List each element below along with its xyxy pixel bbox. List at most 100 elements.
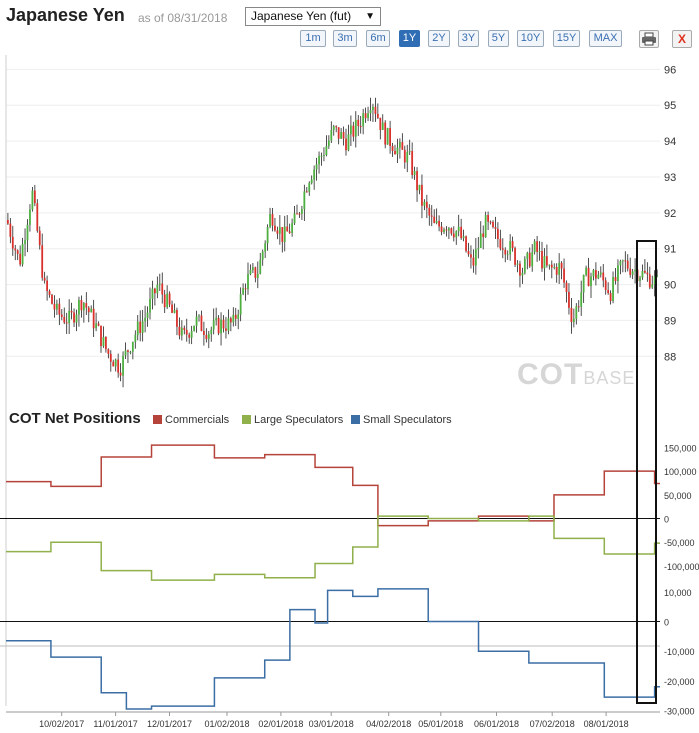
- candle-body: [237, 314, 240, 319]
- candle-body: [254, 267, 257, 278]
- candle-body: [653, 276, 656, 285]
- legend-item-small-speculators[interactable]: Small Speculators: [351, 414, 452, 426]
- candle-body: [301, 209, 303, 214]
- x-tick-label: 03/01/2018: [309, 719, 354, 729]
- candle-body: [90, 308, 93, 313]
- cot-tick-label: 0: [664, 515, 669, 525]
- candle-body: [538, 251, 541, 253]
- candle-body: [546, 256, 548, 266]
- candle-body: [435, 220, 438, 223]
- candle-body: [367, 113, 369, 119]
- candle-body: [7, 220, 9, 224]
- candle-body: [249, 269, 252, 275]
- cot-tick-label: 150,000: [664, 443, 697, 453]
- candle-body: [183, 327, 186, 330]
- range-3m-button[interactable]: 3m: [333, 30, 357, 47]
- candle-body: [264, 243, 267, 252]
- candle-body: [200, 315, 203, 331]
- range-10y-button[interactable]: 10Y: [517, 30, 544, 47]
- candle-body: [97, 323, 100, 326]
- candle-body: [641, 270, 644, 278]
- candle-body: [489, 221, 492, 223]
- candle-body: [247, 274, 249, 290]
- candle-body: [455, 231, 458, 238]
- candle-body: [651, 284, 654, 288]
- candle-body: [26, 224, 29, 241]
- candle-body: [217, 317, 220, 334]
- candle-body: [599, 272, 602, 275]
- candle-body: [85, 303, 88, 308]
- candle-body: [261, 251, 264, 260]
- candle-body: [283, 226, 286, 242]
- candle-body: [553, 266, 556, 268]
- candle-body: [536, 241, 538, 252]
- candle-body: [374, 106, 377, 114]
- cot-section-title: COT Net Positions: [9, 410, 141, 427]
- candle-body: [178, 326, 181, 336]
- candle-body: [406, 152, 409, 163]
- candle-body: [504, 249, 507, 255]
- candle-body: [310, 179, 313, 184]
- range-max-button[interactable]: MAX: [589, 30, 622, 47]
- candle-body: [274, 225, 276, 231]
- candle-body: [222, 319, 225, 329]
- price-tick-label: 90: [664, 280, 676, 292]
- candle-body: [198, 315, 200, 317]
- candle-body: [244, 288, 247, 290]
- range-1m-button[interactable]: 1m: [300, 30, 326, 47]
- candle-body: [63, 316, 66, 323]
- legend-label: Small Speculators: [363, 414, 452, 426]
- range-6m-button[interactable]: 6m: [366, 30, 390, 47]
- candle-body: [342, 132, 345, 139]
- candle-body: [271, 214, 274, 226]
- contract-select[interactable]: Japanese Yen (fut) ▼: [245, 7, 381, 26]
- series-line-commercials: [6, 444, 660, 527]
- candle-body: [501, 248, 504, 250]
- contract-select-value: Japanese Yen (fut): [251, 9, 352, 23]
- candle-body: [136, 321, 139, 336]
- candle-body: [239, 294, 242, 315]
- candle-body: [621, 260, 624, 262]
- candle-body: [58, 303, 61, 315]
- candle-body: [330, 129, 333, 141]
- candle-body: [445, 229, 448, 231]
- candle-body: [487, 214, 489, 222]
- candle-body: [92, 308, 95, 329]
- range-1y-button[interactable]: 1Y: [399, 30, 420, 47]
- candle-body: [379, 117, 382, 130]
- close-button[interactable]: X: [672, 30, 692, 48]
- legend-item-large-speculators[interactable]: Large Speculators: [242, 414, 343, 426]
- x-tick-label: 05/01/2018: [418, 719, 463, 729]
- candle-body: [131, 341, 134, 352]
- print-button[interactable]: [639, 30, 659, 48]
- candle-body: [644, 270, 646, 273]
- candle-body: [75, 314, 78, 323]
- candle-body: [29, 209, 31, 225]
- candle-body: [95, 323, 97, 329]
- range-5y-button[interactable]: 5Y: [488, 30, 509, 47]
- candle-body: [514, 247, 516, 265]
- legend-item-commercials[interactable]: Commercials: [153, 414, 229, 426]
- candle-body: [36, 203, 39, 231]
- candle-body: [499, 238, 502, 249]
- candle-body: [210, 329, 213, 334]
- range-15y-button[interactable]: 15Y: [553, 30, 580, 47]
- candle-body: [21, 244, 24, 265]
- candle-body: [33, 190, 36, 204]
- candle-body: [565, 282, 568, 292]
- candle-body: [337, 127, 340, 139]
- candle-body: [558, 262, 561, 275]
- candle-body: [595, 270, 597, 279]
- range-2y-button[interactable]: 2Y: [428, 30, 450, 47]
- candle-body: [612, 277, 614, 302]
- as-of-date: as of 08/31/2018: [138, 11, 228, 25]
- candle-body: [411, 150, 414, 175]
- legend-swatch: [351, 415, 360, 424]
- candle-body: [617, 265, 619, 282]
- candle-body: [87, 307, 90, 313]
- candle-body: [124, 350, 127, 356]
- candle-body: [56, 303, 58, 310]
- candle-body: [359, 125, 362, 127]
- range-3y-button[interactable]: 3Y: [458, 30, 479, 47]
- candle-body: [163, 294, 166, 308]
